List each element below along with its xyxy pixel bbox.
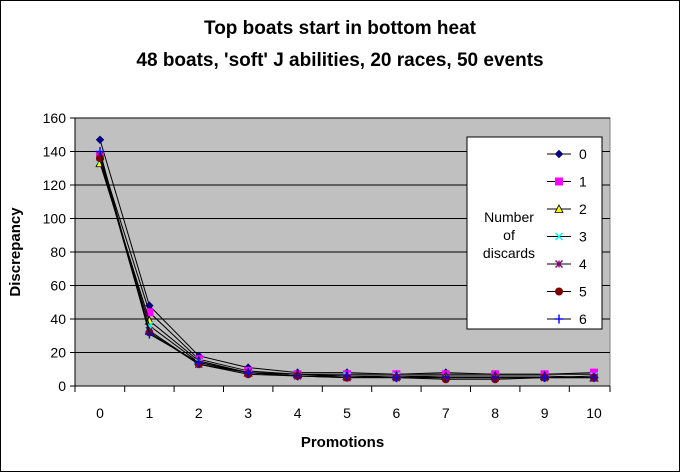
series-group (95, 135, 599, 384)
data-point (342, 371, 352, 381)
legend-label: 6 (579, 311, 587, 327)
legend-marker (555, 260, 563, 268)
series-6 (95, 147, 599, 383)
y-tick-label: 0 (58, 378, 66, 394)
legend-item-6: 6 (547, 311, 587, 327)
y-tick-label: 140 (43, 144, 67, 160)
y-tick-label: 80 (50, 244, 66, 260)
legend-marker (555, 232, 563, 241)
data-point (490, 373, 500, 383)
legend-marker (555, 177, 563, 186)
legend-marker (554, 149, 564, 159)
data-point (95, 147, 105, 156)
legend-label: 1 (579, 174, 587, 190)
x-tick-label: 1 (146, 405, 154, 421)
y-tick-labels: 0 20 40 60 80 100 120 140 160 (43, 110, 75, 394)
x-tick-label: 10 (586, 405, 602, 421)
x-tick-label: 2 (195, 405, 203, 421)
legend-label: 3 (579, 229, 587, 245)
chart-title: Top boats start in bottom heat (204, 18, 476, 39)
legend-item-4: 4 (547, 256, 587, 272)
x-tick-label: 8 (491, 405, 499, 421)
data-point (441, 373, 451, 383)
legend-item-5: 5 (547, 284, 587, 300)
x-tick-label: 6 (393, 405, 401, 421)
legend-label: 2 (579, 201, 587, 217)
x-tick-label: 5 (343, 405, 351, 421)
legend-title-line-2: of (503, 227, 515, 243)
legend-marker (554, 314, 564, 324)
data-point (540, 373, 550, 383)
chart-subtitle: 48 boats, 'soft' J abilities, 20 races, … (136, 50, 544, 71)
y-tick-label: 20 (50, 345, 66, 361)
legend-box (466, 136, 603, 330)
legend-item-1: 1 (547, 174, 587, 190)
data-point (589, 373, 599, 383)
y-axis-label: Discrepancy (7, 207, 24, 297)
y-tick-label: 60 (50, 278, 66, 294)
legend-label: 5 (579, 284, 587, 300)
x-tick-label: 7 (442, 405, 450, 421)
x-tick-label: 9 (541, 405, 549, 421)
legend: Number of discards 0 1 2 3 4 5 6 (466, 136, 603, 330)
y-tick-label: 100 (43, 211, 67, 227)
legend-item-3: 3 (547, 229, 587, 245)
legend-item-0: 0 (547, 146, 587, 162)
legend-marker (555, 287, 563, 296)
data-point (293, 371, 303, 381)
legend-title-line-1: Number (484, 209, 534, 225)
x-tick-label: 4 (294, 405, 302, 421)
legend-label: 0 (579, 146, 587, 162)
data-point (194, 358, 204, 368)
data-point (391, 373, 401, 383)
y-tick-label: 40 (50, 311, 66, 327)
legend-label: 4 (579, 256, 587, 272)
x-axis-label: Promotions (301, 434, 384, 451)
data-point (243, 368, 253, 378)
x-tick-label: 0 (96, 405, 104, 421)
y-tick-label: 120 (43, 177, 67, 193)
y-tick-label: 160 (43, 110, 67, 126)
x-tick-label: 3 (244, 405, 252, 421)
legend-title-line-3: discards (483, 245, 535, 261)
data-point (144, 329, 154, 339)
data-point (95, 135, 105, 144)
legend-item-2: 2 (547, 201, 587, 217)
legend-marker (554, 204, 564, 213)
x-tick-labels: 0 1 2 3 4 5 6 7 8 9 10 (74, 386, 611, 421)
